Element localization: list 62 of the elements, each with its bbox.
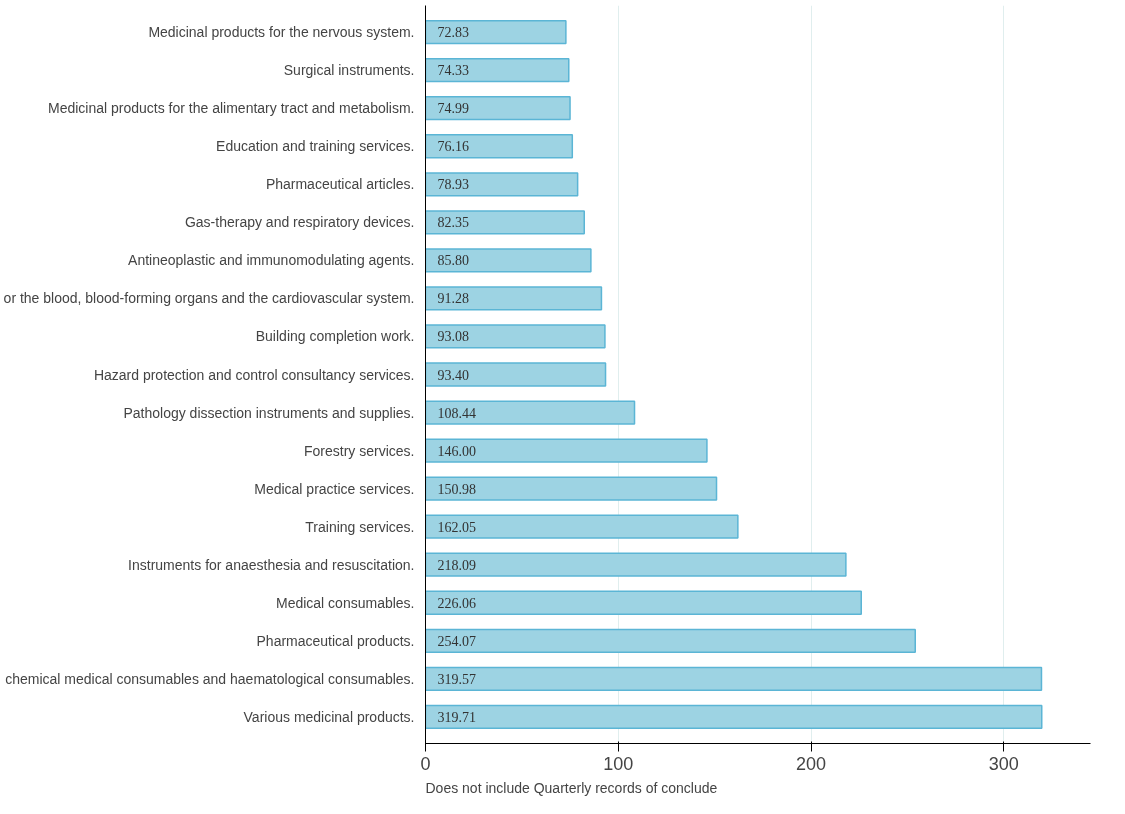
data-label: 162.05 xyxy=(437,519,476,535)
data-label: 93.08 xyxy=(437,329,469,345)
data-label: 146.00 xyxy=(437,443,476,459)
data-label: 74.99 xyxy=(437,101,469,117)
x-tick-label: 200 xyxy=(795,753,827,774)
data-label: 218.09 xyxy=(437,557,476,573)
y-tick-label: Education and training services. xyxy=(216,138,415,155)
x-tick-label: 100 xyxy=(603,753,634,774)
y-tick-label: Medicinal products for the alimentary tract and metabolism. xyxy=(48,100,415,117)
data-label: 319.57 xyxy=(437,671,476,687)
y-tick-label: Pharmaceutical products. xyxy=(256,632,415,649)
y-tick-label: Pathology dissection instruments and supplies. xyxy=(123,404,415,421)
y-tick-label: Forestry services. xyxy=(304,442,415,459)
y-tick-label: Training services. xyxy=(305,518,415,535)
bar xyxy=(425,704,1043,730)
y-tick-label: Gas-therapy and respiratory devices. xyxy=(184,214,415,231)
data-label: 78.93 xyxy=(437,177,469,193)
data-label: 85.80 xyxy=(437,253,469,269)
text: Does not include Quarterly records of conclude xyxy=(425,779,718,796)
data-label: 91.28 xyxy=(437,291,469,307)
y-tick-label: Building completion work. xyxy=(255,328,415,345)
data-label: 108.44 xyxy=(437,405,476,421)
bar xyxy=(425,476,718,501)
data-label: 226.06 xyxy=(437,595,476,611)
data-label: 254.07 xyxy=(437,633,476,649)
data-label: 76.16 xyxy=(437,139,469,155)
y-tick-label: Pharmaceutical articles. xyxy=(265,176,415,193)
bar xyxy=(425,552,847,577)
bar xyxy=(425,134,574,159)
y-tick-label: Various medicinal products. xyxy=(243,708,415,725)
bar xyxy=(425,286,603,311)
bar xyxy=(425,324,606,349)
y-tick-label: Antineoplastic and immunomodulating agents. xyxy=(128,252,415,269)
bar xyxy=(425,438,708,463)
data-label: 93.40 xyxy=(437,367,469,383)
bar xyxy=(425,248,592,273)
y-tick-label: Hazard protection and control consultancy services. xyxy=(93,366,415,383)
bar xyxy=(425,628,916,653)
data-label: 82.35 xyxy=(437,215,469,231)
bar xyxy=(425,58,570,83)
y-tick-label: Medicinal products for the nervous system. xyxy=(148,24,415,41)
y-tick-label: Medical consumables. xyxy=(275,594,415,611)
data-label: 74.33 xyxy=(437,63,469,79)
data-label: 150.98 xyxy=(437,481,476,497)
x-tick-label: 300 xyxy=(988,753,1019,774)
y-tick-label: or the blood, blood-forming organs and the cardiovascular system. xyxy=(3,290,415,307)
y-tick-label: Medical practice services. xyxy=(254,480,415,497)
x-tick-label: 0 xyxy=(420,753,431,774)
bar xyxy=(425,362,607,387)
bar xyxy=(425,400,636,425)
bar xyxy=(425,96,571,121)
y-tick-label: chemical medical consumables and haematological consumables. xyxy=(5,670,415,687)
y-tick-label: Instruments for anaesthesia and resuscitation. xyxy=(128,556,415,573)
data-label: 319.71 xyxy=(437,709,476,725)
bar xyxy=(425,19,567,45)
data-label: 72.83 xyxy=(437,25,469,41)
y-tick-label: Surgical instruments. xyxy=(283,62,415,79)
bar xyxy=(425,590,862,615)
bar xyxy=(425,666,1043,691)
bar xyxy=(425,210,585,235)
bar xyxy=(425,514,739,539)
bar xyxy=(425,172,579,197)
